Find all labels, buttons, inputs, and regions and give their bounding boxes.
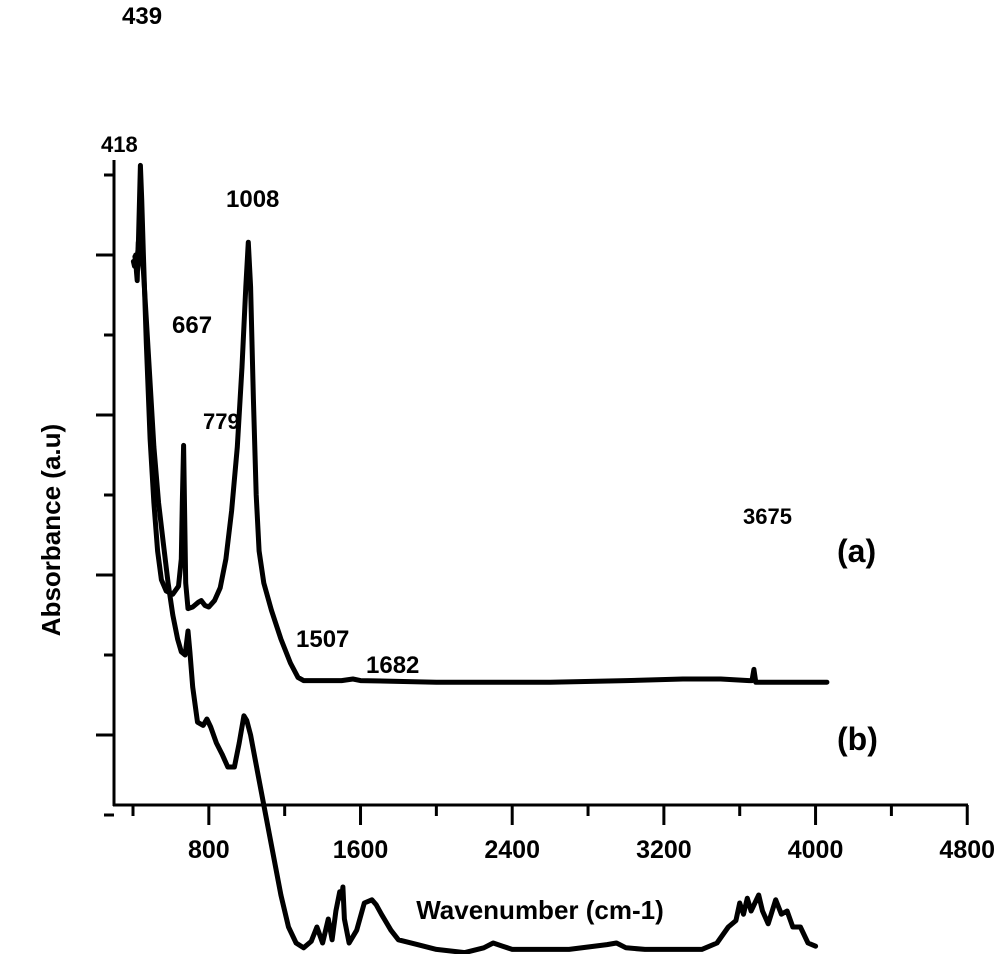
peak-label-439: 439 xyxy=(122,3,162,30)
peak-label-1008: 1008 xyxy=(226,186,279,213)
series-label-a: (a) xyxy=(837,533,876,569)
peak-label-418: 418 xyxy=(101,132,138,157)
x-tick-label: 4800 xyxy=(939,836,995,864)
curves xyxy=(130,162,830,954)
curve-b xyxy=(130,239,819,954)
x-tick-label: 800 xyxy=(188,836,230,864)
x-ticks xyxy=(131,805,969,825)
peak-label-779: 779 xyxy=(203,409,240,434)
curve-a xyxy=(132,162,830,685)
x-tick-label: 1600 xyxy=(333,836,389,864)
peak-label-1507: 1507 xyxy=(296,626,349,653)
y-axis-title: Absorbance (a.u) xyxy=(36,424,66,636)
x-tick-label: 4000 xyxy=(788,836,844,864)
x-tick-label: 3200 xyxy=(636,836,692,864)
y-ticks xyxy=(96,173,114,817)
peak-label-1682: 1682 xyxy=(366,652,419,679)
x-tick-labels: 800 1600 2400 3200 4000 4800 xyxy=(188,836,995,864)
peak-label-667: 667 xyxy=(172,312,212,339)
x-axis-title: Wavenumber (cm-1) xyxy=(416,895,664,925)
series-label-b: (b) xyxy=(837,721,878,757)
x-tick-label: 2400 xyxy=(484,836,540,864)
axes xyxy=(96,160,969,825)
peak-label-3675: 3675 xyxy=(743,504,792,529)
